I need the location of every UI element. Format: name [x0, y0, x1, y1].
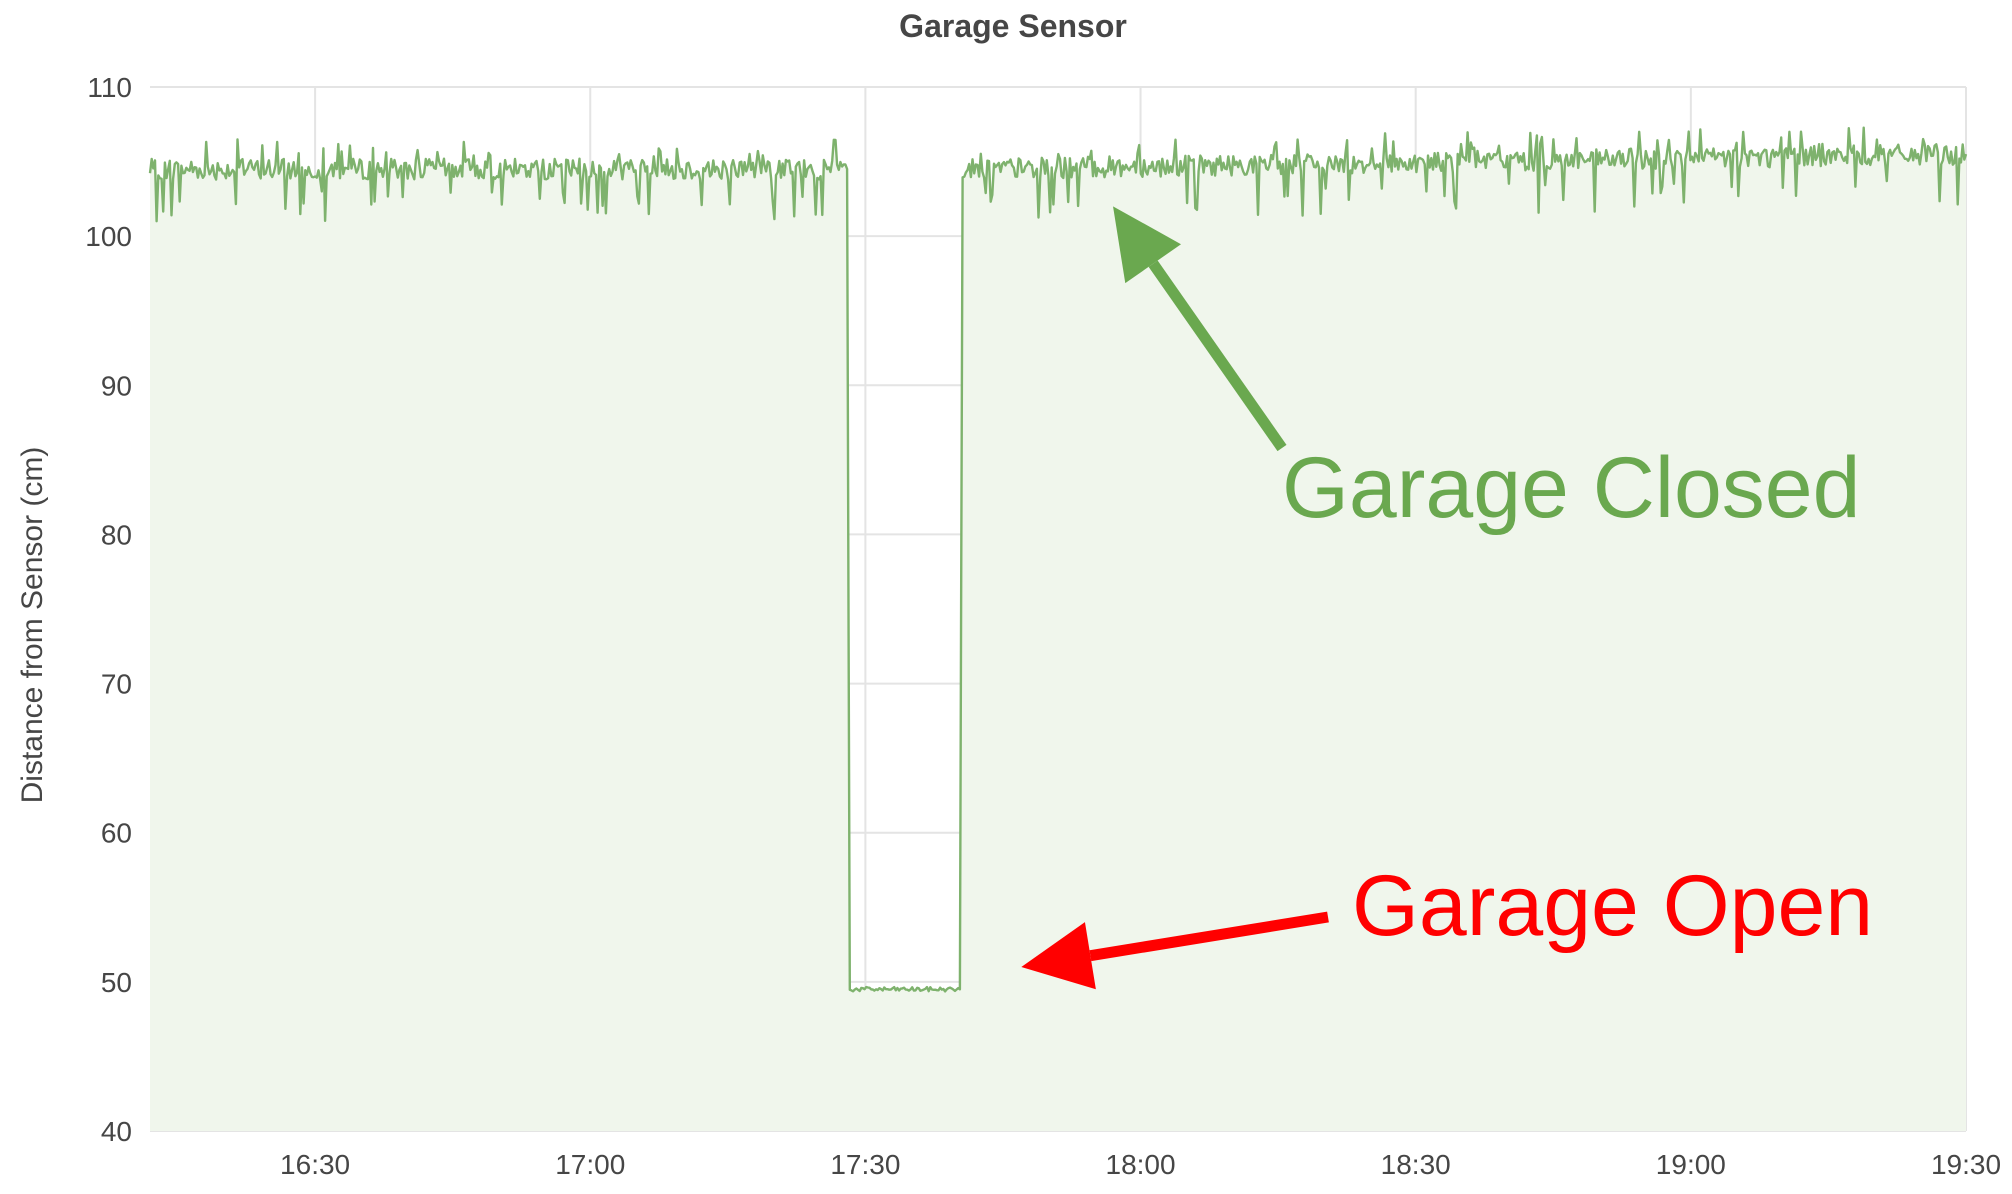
x-tick-label: 18:00	[1106, 1149, 1176, 1180]
y-tick-label: 60	[101, 818, 132, 849]
annotation-1: Garage Open	[1021, 858, 1873, 990]
y-tick-label: 80	[101, 519, 132, 550]
y-tick-label: 40	[101, 1116, 132, 1147]
annotation-0: Garage Closed	[1113, 206, 1860, 536]
x-tick-label: 19:00	[1656, 1149, 1726, 1180]
y-tick-label: 90	[101, 370, 132, 401]
x-tick-label: 17:30	[830, 1149, 900, 1180]
y-axis-label: Distance from Sensor (cm)	[16, 447, 49, 804]
series-layer	[148, 126, 1968, 1131]
y-tick-label: 110	[87, 72, 132, 103]
x-tick-label: 18:30	[1381, 1149, 1451, 1180]
y-tick-label: 70	[101, 669, 132, 700]
y-tick-label: 50	[101, 967, 132, 998]
annotation-label: Garage Closed	[1282, 440, 1860, 536]
annotation-arrow-head	[1113, 206, 1182, 284]
y-tick-labels: 40 50 60 70 80 90 100 110	[85, 72, 132, 1147]
x-tick-labels: 16:30 17:00 17:30 18:00 18:30 19:00 19:30	[280, 1149, 2001, 1180]
chart-title: Garage Sensor	[899, 8, 1127, 44]
annotation-arrow-head	[1021, 922, 1096, 990]
x-tick-label: 16:30	[280, 1149, 350, 1180]
x-tick-label: 19:30	[1931, 1149, 2001, 1180]
y-tick-label: 100	[85, 221, 132, 252]
series-line	[148, 126, 1968, 993]
annotations: Garage Closed Garage Open	[1021, 206, 1873, 990]
x-tick-label: 17:00	[555, 1149, 625, 1180]
annotation-label: Garage Open	[1352, 858, 1873, 954]
series-area	[150, 127, 1966, 1131]
annotation-arrow-shaft	[1148, 260, 1287, 452]
annotation-arrow-shaft	[1089, 911, 1329, 962]
